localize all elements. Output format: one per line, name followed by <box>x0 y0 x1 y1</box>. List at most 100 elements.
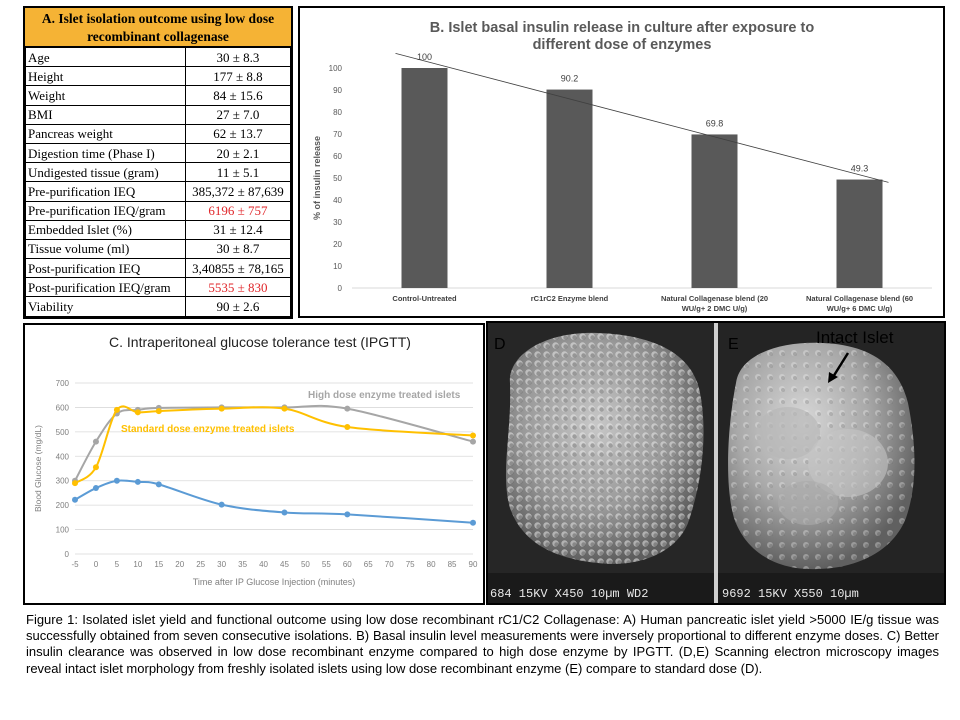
data-point <box>72 480 78 487</box>
x-tick-label: 15 <box>154 560 163 569</box>
row-value: 6196 ± 757 <box>185 200 291 221</box>
row-label: Pre-purification IEQ <box>25 181 186 202</box>
data-point <box>113 477 120 484</box>
y-axis-label: % of insulin release <box>312 136 322 220</box>
table-row: Viability 90 ± 2.6 <box>25 296 291 317</box>
y-tick-label: 30 <box>333 218 342 227</box>
x-tick-label: 50 <box>301 560 310 569</box>
panel-e-scale-text: 9692 15KV X550 10µm <box>722 587 859 601</box>
panel-d-label: D <box>494 336 506 353</box>
table-row: Height 177 ± 8.8 <box>25 66 291 87</box>
x-tick-label: 80 <box>427 560 436 569</box>
row-value: 31 ± 12.4 <box>185 219 291 240</box>
y-tick-label: 500 <box>56 428 70 437</box>
panel-d-scale-text: 684 15KV X450 10µm WD2 <box>490 587 648 601</box>
data-point <box>92 438 99 445</box>
row-value: 11 ± 5.1 <box>185 162 291 183</box>
bar <box>546 89 593 288</box>
series-label-high-dose: High dose enzyme treated islets <box>308 390 461 401</box>
sem-images: D 684 15KV X450 10µm WD2 E Intact Islet … <box>486 321 946 605</box>
panel-a-table: A. Islet isolation outcome using low dos… <box>23 6 293 319</box>
data-point <box>155 481 162 488</box>
table-row: Pre-purification IEQ/gram 6196 ± 757 <box>25 200 291 221</box>
y-tick-label: 50 <box>333 174 342 183</box>
category-label: Control-Untreated <box>392 294 457 303</box>
row-value: 27 ± 7.0 <box>185 104 291 125</box>
table-row: Tissue volume (ml) 30 ± 8.7 <box>25 238 291 260</box>
category-label-line: WU/g+ 6 DMC U/g) <box>827 304 893 313</box>
row-label: Pre-purification IEQ/gram <box>25 200 186 221</box>
x-tick-label: 25 <box>196 560 205 569</box>
panel-e-label: E <box>728 336 739 353</box>
bar <box>691 134 738 288</box>
series-line <box>74 404 474 482</box>
ipgtt-line-chart: C. Intraperitoneal glucose tolerance tes… <box>33 334 478 587</box>
intact-islet-annotation: Intact Islet <box>816 328 894 347</box>
data-point <box>344 423 351 430</box>
chart-title: B. Islet basal insulin release in cultur… <box>430 20 815 53</box>
y-tick-label: 70 <box>333 130 342 139</box>
row-value: 90 ± 2.6 <box>185 296 291 317</box>
panel-b-chart: B. Islet basal insulin release in cultur… <box>298 6 945 318</box>
row-label: Embedded Islet (%) <box>25 219 186 240</box>
x-tick-label: 0 <box>94 560 99 569</box>
row-label: Pancreas weight <box>25 123 186 144</box>
data-point <box>470 519 476 526</box>
x-tick-label: 60 <box>343 560 352 569</box>
series-line <box>74 479 474 524</box>
data-point <box>134 409 141 416</box>
chart-title-line: different dose of enzymes <box>533 37 712 53</box>
table-row: Post-purification IEQ/gram 5535 ± 830 <box>25 277 291 298</box>
y-tick-label: 0 <box>338 284 343 293</box>
y-tick-label: 0 <box>65 550 70 559</box>
x-tick-label: 70 <box>385 560 394 569</box>
data-point <box>92 464 99 471</box>
row-value: 177 ± 8.8 <box>185 66 291 87</box>
data-point <box>218 405 225 412</box>
y-axis-label: Blood Glucose (mg/dL) <box>33 425 43 512</box>
insulin-bar-chart: B. Islet basal insulin release in cultur… <box>312 20 932 313</box>
data-label: 49.3 <box>851 164 869 174</box>
category-label-line: Natural Collagenase blend (60 <box>806 294 913 303</box>
data-label: 90.2 <box>561 74 579 84</box>
arrow-head-icon <box>828 372 838 383</box>
table-row: BMI 27 ± 7.0 <box>25 104 291 125</box>
y-tick-label: 100 <box>56 526 70 535</box>
table-row: Post-purification IEQ 3,40855 ± 78,165 <box>25 258 291 279</box>
row-label: Viability <box>25 296 186 317</box>
category-label: Natural Collagenase blend (20 WU/g+ 2 DMC… <box>661 294 768 313</box>
x-tick-label: 10 <box>133 560 142 569</box>
y-tick-label: 300 <box>56 477 70 486</box>
image-divider <box>714 323 718 603</box>
data-point <box>134 478 141 485</box>
row-label: Age <box>25 46 186 68</box>
row-value: 5535 ± 830 <box>185 277 291 298</box>
data-point <box>470 438 476 445</box>
row-value: 385,372 ± 87,639 <box>185 181 291 202</box>
y-tick-label: 80 <box>333 108 342 117</box>
y-tick-label: 100 <box>329 64 343 73</box>
category-label-line: Control-Untreated <box>392 294 457 303</box>
data-point <box>155 408 162 415</box>
x-tick-label: 40 <box>259 560 268 569</box>
data-point <box>281 509 288 516</box>
category-label-line: Natural Collagenase blend (20 <box>661 294 768 303</box>
data-point <box>281 405 288 412</box>
sem-image-e: E Intact Islet 9692 15KV X550 10µm <box>718 323 944 603</box>
data-label: 100 <box>417 52 432 62</box>
panel-c-chart: C. Intraperitoneal glucose tolerance tes… <box>23 323 485 605</box>
x-tick-label: 90 <box>469 560 478 569</box>
outcome-table: Age 30 ± 8.3 Height 177 ± 8.8 Weight 84 ± 15.… <box>25 46 291 317</box>
x-tick-label: 55 <box>322 560 331 569</box>
row-value: 30 ± 8.7 <box>185 238 291 260</box>
trendline <box>395 52 889 183</box>
category-label-line: rC1rC2 Enzyme blend <box>531 294 609 303</box>
table-row: Weight 84 ± 15.6 <box>25 85 291 106</box>
row-label: Post-purification IEQ/gram <box>25 277 186 298</box>
y-tick-label: 90 <box>333 86 342 95</box>
category-label-line: WU/g+ 2 DMC U/g) <box>682 304 748 313</box>
data-point <box>72 496 78 503</box>
x-tick-label: -5 <box>71 560 79 569</box>
y-tick-label: 20 <box>333 240 342 249</box>
row-value: 62 ± 13.7 <box>185 123 291 144</box>
